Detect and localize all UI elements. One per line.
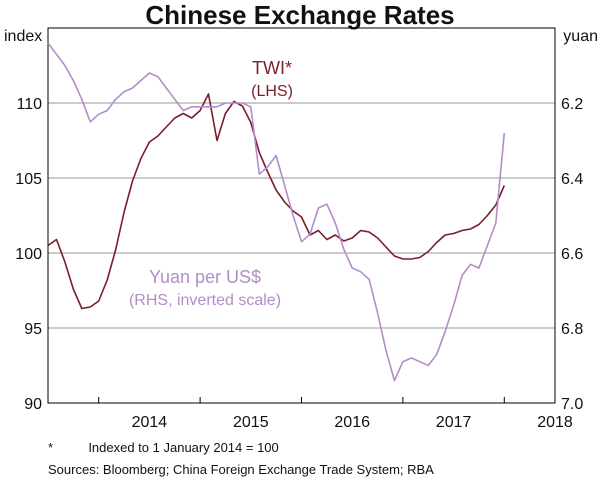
left-tick-label: 100 [15,246,42,263]
x-tick-label: 2018 [537,414,573,431]
left-tick-label: 90 [24,396,42,413]
x-tick-label: 2016 [334,414,370,431]
twi-series-line [47,93,506,310]
footnote-indexed: * Indexed to 1 January 2014 = 100 [48,440,279,455]
yuan-series-sublabel: (RHS, inverted scale) [129,292,281,309]
right-axis-unit: yuan [563,28,598,45]
left-axis-unit: index [4,28,43,45]
right-tick-label: 6.8 [561,321,583,338]
right-tick-label: 6.2 [561,96,583,113]
yuan-series-label: Yuan per US$ [149,267,261,287]
yuan-series-line [47,42,506,382]
x-tick-label: 2017 [436,414,472,431]
right-tick-label: 6.4 [561,171,583,188]
left-tick-label: 95 [24,321,42,338]
right-tick-label: 6.6 [561,246,583,263]
plot-frame [47,27,556,404]
footnote-text: Indexed to 1 January 2014 = 100 [88,440,279,455]
x-tick-label: 2014 [132,414,168,431]
x-tick-label: 2015 [233,414,269,431]
right-tick-label: 7.0 [561,396,583,413]
twi-series-label: TWI* [252,58,292,78]
sources-note: Sources: Bloomberg; China Foreign Exchan… [48,462,434,477]
left-tick-label: 105 [15,171,42,188]
chart-title: Chinese Exchange Rates [145,0,455,30]
footnote-marker: * [48,440,54,455]
twi-series-sublabel: (LHS) [251,83,293,100]
left-tick-label: 110 [16,96,42,113]
